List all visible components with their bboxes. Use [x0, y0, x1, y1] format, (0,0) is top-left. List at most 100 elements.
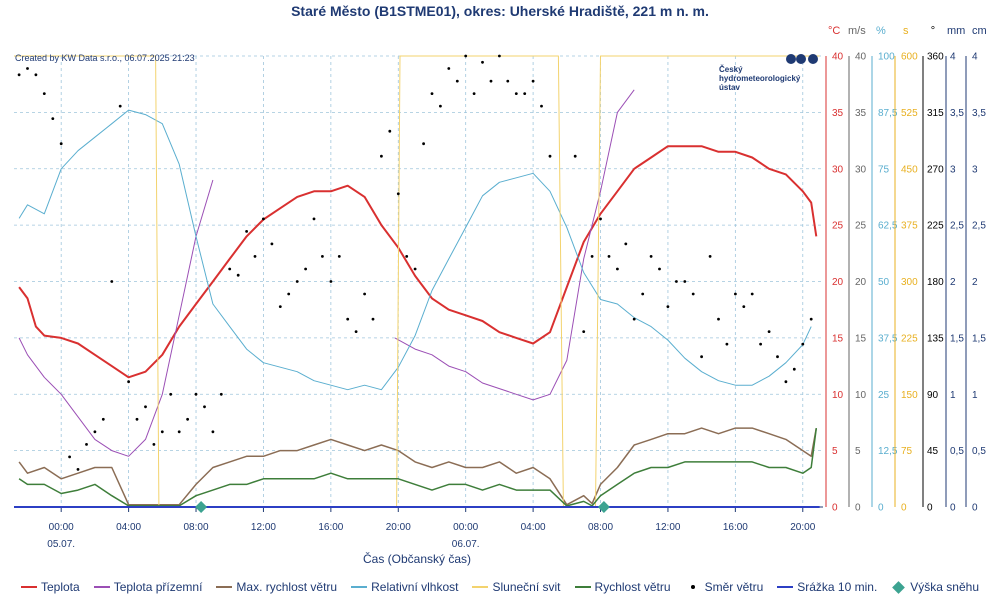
dir-tick-label: 225 — [927, 221, 944, 232]
wind-direction-point — [17, 73, 21, 77]
x-tick-label: 12:00 — [251, 522, 276, 533]
wind-direction-point — [304, 267, 307, 271]
wind-tick-label: 5 — [855, 446, 861, 457]
prec-tick-label: 4 — [950, 52, 956, 63]
wind-direction-point — [228, 267, 232, 271]
hum-tick-label: 62,5 — [878, 221, 898, 232]
dir-tick-label: 135 — [927, 333, 944, 344]
hum-tick-label: 87,5 — [878, 108, 898, 119]
legend-line-icon — [20, 586, 37, 588]
sun-tick-label: 300 — [901, 277, 918, 288]
wind-direction-point — [430, 92, 434, 95]
legend-item[interactable]: Výška sněhu — [891, 580, 979, 594]
wind-tick-label: 15 — [855, 333, 867, 344]
wind-direction-point — [380, 154, 383, 158]
temp-tick-label: 25 — [832, 221, 844, 232]
wind-tick-label: 25 — [855, 221, 867, 232]
chmi-logo: Český hydrometeorologický ústav — [719, 54, 818, 92]
wind-direction-point — [76, 468, 80, 471]
x-tick-label: 04:00 — [521, 522, 546, 533]
legend: Teplota Teplota přízemní Max. rychlost vět… — [0, 577, 1000, 597]
x-tick-label: 08:00 — [588, 522, 613, 533]
legend-item[interactable]: Relativní vlhkost — [351, 580, 458, 594]
wind-direction-point — [169, 392, 173, 396]
legend-item[interactable]: Teplota — [20, 580, 80, 594]
legend-line-icon — [351, 586, 368, 588]
wind-direction-point — [118, 104, 122, 108]
credit-text: Created by KW Data s.r.o., 06.07.2025 21… — [15, 53, 195, 63]
legend-label: Výška sněhu — [910, 580, 980, 594]
wind-direction-point — [498, 54, 501, 58]
x-tick-label: 04:00 — [116, 522, 141, 533]
wind-direction-point — [573, 154, 577, 158]
wind-direction-point — [481, 60, 484, 64]
temp-tick-label: 40 — [832, 52, 844, 63]
legend-item[interactable]: Rychlost větru — [574, 580, 671, 594]
wind-direction-point — [717, 317, 720, 321]
wind-tick-label: 40 — [855, 52, 867, 63]
dir-tick-label: 180 — [927, 277, 944, 288]
x-axis-label: Čas (Občanský čas) — [363, 551, 471, 566]
temp-tick-label: 20 — [832, 277, 844, 288]
wind-direction-point — [337, 255, 341, 258]
dir-tick-label: 360 — [927, 52, 944, 63]
series-relativn-vlhkost — [18, 109, 812, 391]
temp-tick-label: 10 — [832, 390, 844, 401]
hum-tick-label: 100 — [878, 52, 895, 63]
prec-tick-label: 2,5 — [950, 221, 964, 232]
wind-direction-point — [599, 217, 602, 221]
wind-direction-point — [59, 142, 63, 146]
x-tick-label: 00:00 — [49, 522, 74, 533]
prec-tick-label: 1 — [950, 390, 956, 401]
wind-direction-point — [177, 430, 181, 434]
wind-direction-point — [354, 330, 358, 333]
wind-direction-point — [287, 292, 291, 296]
wind-direction-point — [363, 292, 366, 296]
wind-direction-point — [236, 273, 240, 277]
wind-direction-point — [675, 280, 678, 283]
legend-label: Rychlost větru — [594, 580, 671, 594]
hum-tick-label: 75 — [878, 164, 890, 175]
legend-item[interactable]: Teplota přízemní — [93, 580, 202, 594]
wind-direction-point — [590, 255, 594, 258]
snow-tick-label: 0,5 — [972, 446, 986, 457]
legend-item[interactable]: Sluneční svit — [472, 580, 561, 594]
legend-item[interactable]: Max. rychlost větru — [216, 580, 337, 594]
legend-item[interactable]: Srážka 10 min. — [777, 580, 877, 594]
sun-tick-label: 375 — [901, 221, 918, 232]
temp-tick-label: 0 — [832, 503, 838, 514]
logo-dot-icon — [786, 54, 796, 64]
x-tick-label: 08:00 — [184, 522, 209, 533]
logo-text-line1: Český — [719, 65, 743, 74]
prec-tick-label: 1,5 — [950, 333, 964, 344]
wind-direction-point — [700, 355, 703, 359]
legend-label: Relativní vlhkost — [371, 580, 459, 594]
legend-line-icon — [216, 586, 233, 588]
legend-label: Teplota — [40, 580, 80, 594]
wind-direction-point — [51, 117, 55, 120]
series-layer — [14, 54, 820, 513]
wind-direction-point — [413, 267, 417, 271]
x-tick-label: 16:00 — [318, 522, 343, 533]
wind-direction-point — [759, 342, 762, 346]
legend-line-icon — [574, 586, 591, 588]
x-date-label: 06.07. — [452, 539, 480, 550]
wind-direction-point — [776, 355, 779, 359]
logo-text-line2: hydrometeorologický — [719, 74, 801, 83]
logo-dot-icon — [796, 54, 806, 64]
wind-direction-point — [666, 305, 670, 308]
wind-direction-point — [186, 417, 190, 421]
wind-direction-point — [42, 92, 46, 95]
wind-direction-point — [388, 129, 392, 133]
axes-layer: 00:00 05.07. 04:00 08:00 12:00 16:00 20:00 00:0… — [47, 25, 986, 550]
dir-tick-label: 90 — [927, 390, 939, 401]
legend-line-icon — [93, 586, 110, 588]
wind-direction-point — [582, 330, 586, 333]
legend-item[interactable]: Směr větru — [685, 580, 763, 594]
wind-direction-point — [548, 154, 552, 158]
snow-tick-label: 4 — [972, 52, 978, 63]
wind-tick-label: 0 — [855, 503, 861, 514]
dir-tick-label: 45 — [927, 446, 939, 457]
sun-tick-label: 450 — [901, 164, 918, 175]
wind-direction-point — [809, 317, 813, 321]
